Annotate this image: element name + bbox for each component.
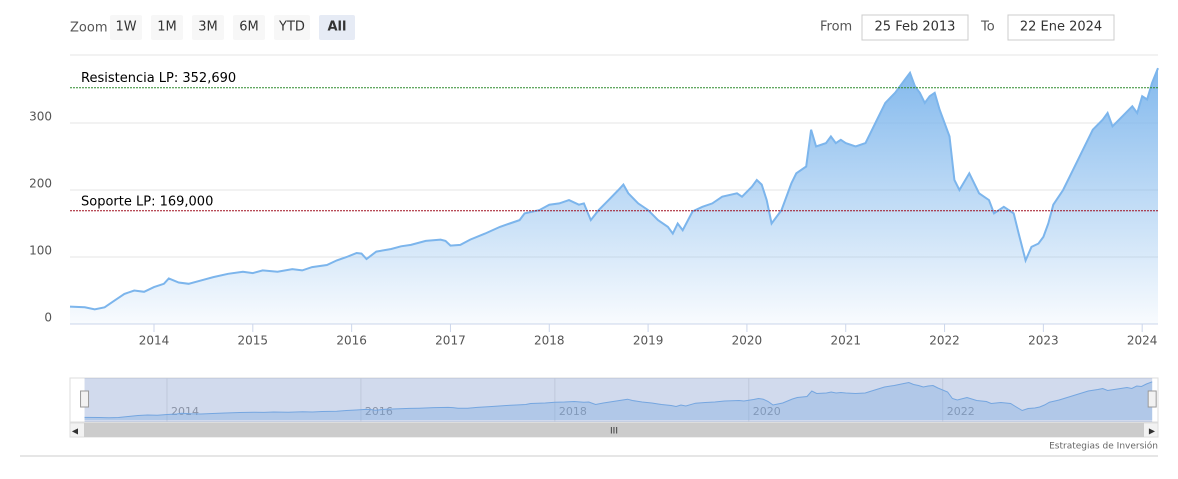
navigator-tick-label: 2020 xyxy=(753,405,781,418)
range-button[interactable] xyxy=(192,15,224,40)
range-button-label[interactable]: 6M xyxy=(239,20,259,35)
credit: Estrategias de Inversión xyxy=(1049,441,1158,452)
plot-line-label: Soporte LP: 169,000 xyxy=(81,194,213,209)
navigator-tick-label: 2022 xyxy=(947,405,975,418)
navigator-line xyxy=(84,381,1153,419)
navigator-mask xyxy=(84,378,1153,422)
range-button[interactable] xyxy=(151,15,183,40)
navigator-tick-label: 2014 xyxy=(171,405,199,418)
range-button-label[interactable]: 1M xyxy=(157,20,177,35)
range-button-label[interactable]: YTD xyxy=(278,20,305,35)
from-input[interactable] xyxy=(861,14,969,41)
plot: 0 100 200 300 2014 2015 2016 2017 2018 2019 2020 20… xyxy=(29,67,1159,348)
range-button[interactable] xyxy=(274,15,310,40)
scrollbar-thumb[interactable] xyxy=(84,423,1144,437)
scrollbar-grip: III xyxy=(610,427,618,437)
zoom-label: Zoom xyxy=(70,21,107,36)
y-tick-label: 100 xyxy=(29,244,52,258)
range-buttons: 1W 1M 3M 6M YTD All xyxy=(110,15,355,40)
navigator-tick-label: 2018 xyxy=(559,405,587,418)
plot-line-label: Resistencia LP: 352,690 xyxy=(81,71,236,86)
x-tick-label: 2018 xyxy=(534,334,565,348)
from-label: From xyxy=(820,20,852,35)
x-tick-label: 2015 xyxy=(238,334,269,348)
x-tick-label: 2014 xyxy=(139,334,170,348)
x-tick-label: 2021 xyxy=(830,334,861,348)
to-value[interactable]: 22 Ene 2024 xyxy=(1020,20,1102,35)
navigator-tick-label: 2016 xyxy=(365,405,393,418)
x-tick-label: 2019 xyxy=(633,334,664,348)
navigator-handle[interactable] xyxy=(1147,390,1157,408)
x-tick-label: 2022 xyxy=(929,334,960,348)
x-tick-label: 2017 xyxy=(435,334,466,348)
area-line xyxy=(69,67,1159,311)
scroll-right[interactable]: ▶ xyxy=(1149,427,1156,436)
to-label: To xyxy=(980,20,995,35)
y-tick-label: 0 xyxy=(44,311,52,325)
x-tick-label: 2020 xyxy=(732,334,763,348)
x-tick-label: 2024 xyxy=(1127,334,1158,348)
navigator-series: 2014 2016 2018 2020 2022 xyxy=(80,378,1157,422)
y-tick-label: 200 xyxy=(29,177,52,191)
x-tick-label: 2016 xyxy=(336,334,367,348)
from-value[interactable]: 25 Feb 2013 xyxy=(875,20,956,35)
x-tick-label: 2023 xyxy=(1028,334,1059,348)
range-button[interactable] xyxy=(233,15,265,40)
area-fill xyxy=(70,68,1158,324)
range-button-label[interactable]: All xyxy=(328,20,347,35)
range-button-label[interactable]: 3M xyxy=(198,20,218,35)
navigator-handle[interactable] xyxy=(80,390,90,408)
range-button-label[interactable]: 1W xyxy=(115,20,136,35)
y-tick-label: 300 xyxy=(29,110,52,124)
to-input[interactable] xyxy=(1007,14,1115,41)
range-button[interactable] xyxy=(319,15,355,40)
range-button[interactable] xyxy=(110,15,142,40)
scroll-left[interactable]: ◀ xyxy=(72,427,79,436)
